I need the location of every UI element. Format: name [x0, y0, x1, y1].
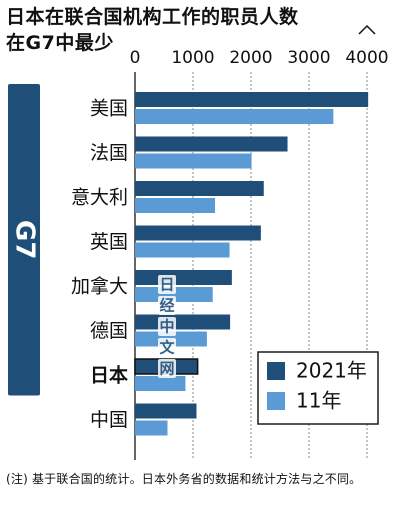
category-label: 法国: [90, 142, 128, 164]
bar-2011: [135, 242, 230, 258]
x-tick-label: 1000: [171, 48, 214, 68]
legend: 2021年 11年: [257, 351, 379, 425]
bar-2011: [135, 376, 186, 391]
legend-label: 2021年: [296, 359, 367, 383]
category-label: 意大利: [71, 187, 128, 209]
page-title: 日本在联合国机构工作的职员人数 在G7中最少: [6, 4, 299, 56]
title-line-2: 在G7中最少: [6, 32, 114, 54]
watermark-char: 文: [159, 339, 175, 357]
bar-2011: [135, 198, 216, 213]
bar-2011: [135, 153, 252, 169]
watermark-char: 日: [159, 276, 174, 294]
x-tick-label: 3000: [287, 48, 330, 68]
bar-2021: [135, 403, 197, 419]
bar-2011: [135, 420, 168, 436]
x-tick-label: 2000: [229, 48, 272, 68]
category-label: 美国: [90, 98, 128, 120]
g7-group-band: G7: [8, 84, 40, 396]
bar-2011: [135, 287, 213, 302]
watermark-chip: [158, 317, 176, 336]
category-label: 日本: [90, 364, 128, 387]
bar-2021: [135, 92, 369, 107]
bars: [134, 92, 369, 436]
category-label: 加拿大: [71, 275, 128, 298]
bar-2021: [135, 314, 231, 330]
watermark-chip: [158, 359, 176, 378]
watermark-char: 网: [159, 360, 174, 378]
x-axis-ticks: 0 1000 2000 3000 4000: [130, 24, 389, 68]
watermark-chip: [158, 338, 176, 357]
bar-2011: [135, 109, 334, 124]
category-label: 中国: [90, 409, 128, 431]
legend-swatch: [267, 392, 285, 410]
watermark-char: 中: [159, 318, 174, 336]
bar-2021: [135, 270, 232, 285]
axis-break-mark: [358, 24, 376, 35]
legend-label: 11年: [296, 389, 341, 413]
watermark-chip: [158, 296, 176, 315]
legend-swatch: [267, 362, 285, 380]
x-tick-label: 4000: [345, 48, 388, 68]
watermark-char: 经: [159, 297, 174, 315]
category-label: 英国: [90, 231, 128, 253]
bar-2021: [135, 136, 288, 152]
x-tick-label: 0: [130, 48, 141, 68]
g7-band-bar: [8, 84, 40, 396]
bar-2021: [135, 225, 261, 241]
bar-2021: [135, 181, 264, 196]
title-line-1: 日本在联合国机构工作的职员人数: [6, 6, 299, 28]
watermark-chip: [158, 275, 176, 294]
g7-group-label: G7: [10, 220, 40, 259]
footnote: (注) 基于联合国的统计。日本外务省的数据和统计方法与之不同。: [6, 472, 362, 486]
category-label: 德国: [90, 320, 128, 342]
